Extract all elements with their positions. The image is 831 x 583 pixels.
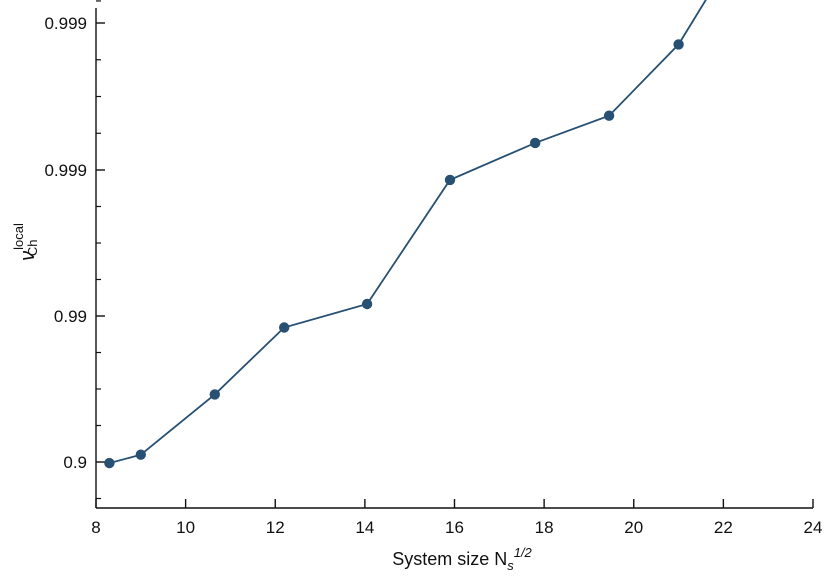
data-point	[603, 110, 615, 121]
y-tick-label: 0.999	[44, 14, 87, 33]
data-point	[104, 457, 115, 469]
data-point	[444, 174, 456, 186]
data-point	[209, 389, 220, 400]
x-tick-label: 22	[714, 518, 733, 537]
series-line	[109, 0, 707, 464]
tick-labels: 8 10 12 14 16 18 20 22 24 0.9 0.99 0.999 0.999	[44, 14, 822, 537]
data-point	[279, 322, 290, 333]
data-point	[673, 39, 684, 50]
data-point	[361, 298, 373, 310]
x-tick-label: 24	[804, 518, 823, 537]
y-axis-title: νlocalCh	[11, 223, 40, 261]
x-tick-label: 16	[445, 518, 464, 537]
series-layer	[104, 0, 707, 469]
x-tick-label: 12	[266, 518, 285, 537]
x-tick-label: 14	[355, 518, 374, 537]
data-point	[530, 137, 541, 149]
svg-text:νlocalCh: νlocalCh	[11, 223, 40, 261]
data-point	[135, 449, 146, 460]
y-tick-label: 0.99	[54, 307, 87, 326]
y-tick-label: 0.9	[63, 453, 87, 472]
y-tick-label: 0.999	[44, 161, 87, 180]
tick-marks	[95, 0, 814, 508]
x-tick-label: 8	[91, 518, 100, 537]
x-tick-label: 10	[176, 518, 195, 537]
x-tick-label: 18	[535, 518, 554, 537]
axes	[95, 8, 813, 509]
x-tick-label: 20	[624, 518, 643, 537]
x-axis-title: System size Ns1/2	[392, 545, 532, 573]
